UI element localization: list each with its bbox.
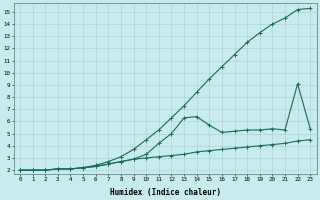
- X-axis label: Humidex (Indice chaleur): Humidex (Indice chaleur): [109, 188, 220, 197]
